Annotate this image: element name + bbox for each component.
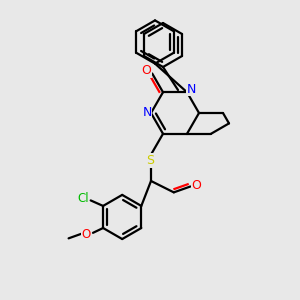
Text: S: S [146,154,154,167]
Text: O: O [191,179,201,192]
Text: N: N [186,83,196,96]
Text: Cl: Cl [77,192,88,205]
Text: O: O [141,64,151,77]
Text: N: N [142,106,152,119]
Text: O: O [81,228,91,241]
